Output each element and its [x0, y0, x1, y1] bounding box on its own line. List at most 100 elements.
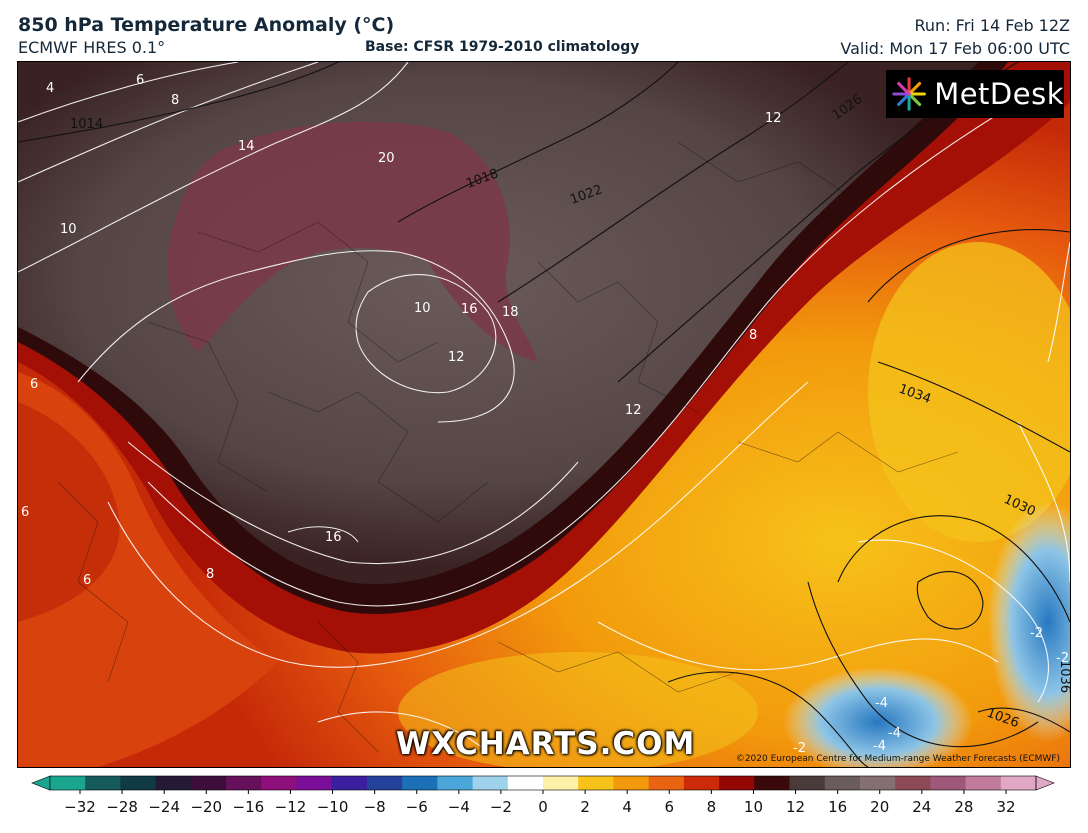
- logo-text: MetDesk: [934, 77, 1064, 111]
- colorbar-tick-label: 4: [622, 798, 632, 816]
- anomaly-label: 8: [206, 567, 214, 582]
- anomaly-label: 4: [46, 81, 54, 96]
- colorbar-swatch: [120, 776, 157, 790]
- anomaly-label: 18: [502, 305, 519, 320]
- colorbar-swatch: [437, 776, 474, 790]
- anomaly-label: 12: [448, 350, 465, 365]
- anomaly-label: 16: [325, 530, 342, 545]
- anomaly-label: 8: [171, 93, 179, 108]
- colorbar-tick-label: 32: [996, 798, 1015, 816]
- colorbar-tick-label: 2: [580, 798, 590, 816]
- cold-patch-east: [988, 502, 1070, 742]
- colorbar-swatch: [859, 776, 896, 790]
- colorbar-swatch: [296, 776, 333, 790]
- anomaly-label: 12: [625, 403, 642, 418]
- burst-icon: [892, 77, 926, 111]
- colorbar-swatch: [50, 776, 86, 790]
- pressure-isobars: [18, 62, 1070, 767]
- colorbar-tick-label: −24: [148, 798, 180, 816]
- colorbar-swatch: [472, 776, 509, 790]
- anomaly-label: -4: [888, 726, 901, 741]
- colorbar-ticks: −32 −28 −24 −20 −16 −12 −10 −8 −6 −4 −2 0 2 4 6 8 10 12 16…: [64, 790, 1016, 816]
- colorbar-swatch: [789, 776, 826, 790]
- colorbar-tick-label: 6: [664, 798, 674, 816]
- colorbar-tick-label: −6: [406, 798, 428, 816]
- colorbar-tick-label: 12: [786, 798, 805, 816]
- anomaly-label: -2: [1030, 626, 1043, 641]
- colorbar-swatch: [719, 776, 755, 790]
- colorbar-tick-label: 8: [707, 798, 717, 816]
- anomaly-label: 12: [765, 111, 782, 126]
- colorbar-tick-label: 16: [828, 798, 847, 816]
- colorbar-tick-label: 20: [870, 798, 889, 816]
- anomaly-label: 8: [749, 328, 757, 343]
- colorbar-swatch: [1000, 776, 1037, 790]
- colorbar-swatch: [402, 776, 438, 790]
- base-label: Base: CFSR 1979-2010 climatology: [365, 39, 640, 55]
- anomaly-label: 10: [60, 222, 77, 237]
- colorbar-swatch: [613, 776, 650, 790]
- anomaly-label: 6: [21, 505, 29, 520]
- west-warm-core: [18, 402, 120, 622]
- anomaly-label: -4: [873, 739, 886, 754]
- colorbar-tick-label: −12: [275, 798, 307, 816]
- colorbar-swatch: [190, 776, 227, 790]
- pressure-label: 1014: [70, 117, 103, 132]
- colorbar-tick-label: −20: [190, 798, 222, 816]
- colorbar-swatch: [683, 776, 720, 790]
- colorbar-tick-label: −28: [106, 798, 138, 816]
- colorbar-swatch: [965, 776, 1002, 790]
- colorbar-tick-label: 0: [538, 798, 548, 816]
- metdesk-logo[interactable]: MetDesk: [886, 70, 1064, 118]
- anomaly-label: 16: [461, 302, 478, 317]
- colorbar-tick-label: 10: [744, 798, 763, 816]
- colorbar-swatch: [754, 776, 790, 790]
- colorbar-swatch: [930, 776, 967, 790]
- colorbar-tick-label: −10: [317, 798, 349, 816]
- colorbar-swatch: [226, 776, 262, 790]
- colorbar-swatch: [85, 776, 121, 790]
- yellow-patch-east: [868, 242, 1070, 542]
- purple-anomaly-core: [167, 121, 538, 362]
- colorbar-min-arrow: [31, 775, 51, 791]
- anomaly-label: 6: [83, 573, 91, 588]
- colorbar-swatch: [331, 776, 368, 790]
- colorbar-tick-label: −2: [490, 798, 512, 816]
- anomaly-label: 10: [414, 301, 431, 316]
- watermark: WXCHARTS.COM: [396, 726, 696, 762]
- pressure-label: 1036: [1057, 660, 1070, 693]
- anomaly-label: 6: [136, 73, 144, 88]
- anomaly-label: -2: [793, 741, 806, 756]
- colorbar-swatch: [155, 776, 192, 790]
- colorbar-max-arrow: [1035, 775, 1055, 791]
- chart-title: 850 hPa Temperature Anomaly (°C): [18, 14, 395, 36]
- anomaly-isotherms: [18, 62, 1070, 753]
- anomaly-label: -2: [1056, 651, 1069, 666]
- colorbar-swatch: [578, 776, 614, 790]
- colorbar-swatch: [507, 776, 544, 790]
- colorbar: −32 −28 −24 −20 −16 −12 −10 −8 −6 −4 −2 0 2 4 6 8 10 12 16…: [31, 775, 1055, 816]
- anomaly-label: -4: [875, 696, 888, 711]
- anomaly-label: 6: [30, 377, 38, 392]
- colorbar-tick-label: −4: [448, 798, 470, 816]
- colorbar-tick-label: 28: [954, 798, 973, 816]
- map-panel[interactable]: 4 6 8 14 10 20 12 10 16 18 12 12 16 14 8…: [17, 61, 1071, 768]
- copyright-notice: ©2020 European Centre for Medium-range W…: [735, 754, 1060, 764]
- colorbar-swatch: [648, 776, 685, 790]
- colorbar-swatches: [31, 775, 1055, 791]
- run-label: Run: Fri 14 Feb 12Z: [914, 16, 1070, 35]
- colorbar-swatch: [366, 776, 403, 790]
- colorbar-swatch: [824, 776, 861, 790]
- country-borders: [57, 141, 959, 753]
- colorbar-swatch: [895, 776, 931, 790]
- yellow-patch-south: [398, 652, 758, 767]
- anomaly-label-layer: 4 6 8 14 10 20 12 10 16 18 12 12 16 14 8…: [21, 73, 1069, 756]
- anomaly-label: 14: [238, 139, 255, 154]
- colorbar-tick-label: −16: [233, 798, 265, 816]
- colorbar-swatch: [261, 776, 297, 790]
- colorbar-tick-label: −32: [64, 798, 96, 816]
- valid-label: Valid: Mon 17 Feb 06:00 UTC: [840, 39, 1070, 58]
- colorbar-tick-label: 24: [912, 798, 931, 816]
- colorbar-swatch: [543, 776, 579, 790]
- colorbar-tick-label: −8: [364, 798, 386, 816]
